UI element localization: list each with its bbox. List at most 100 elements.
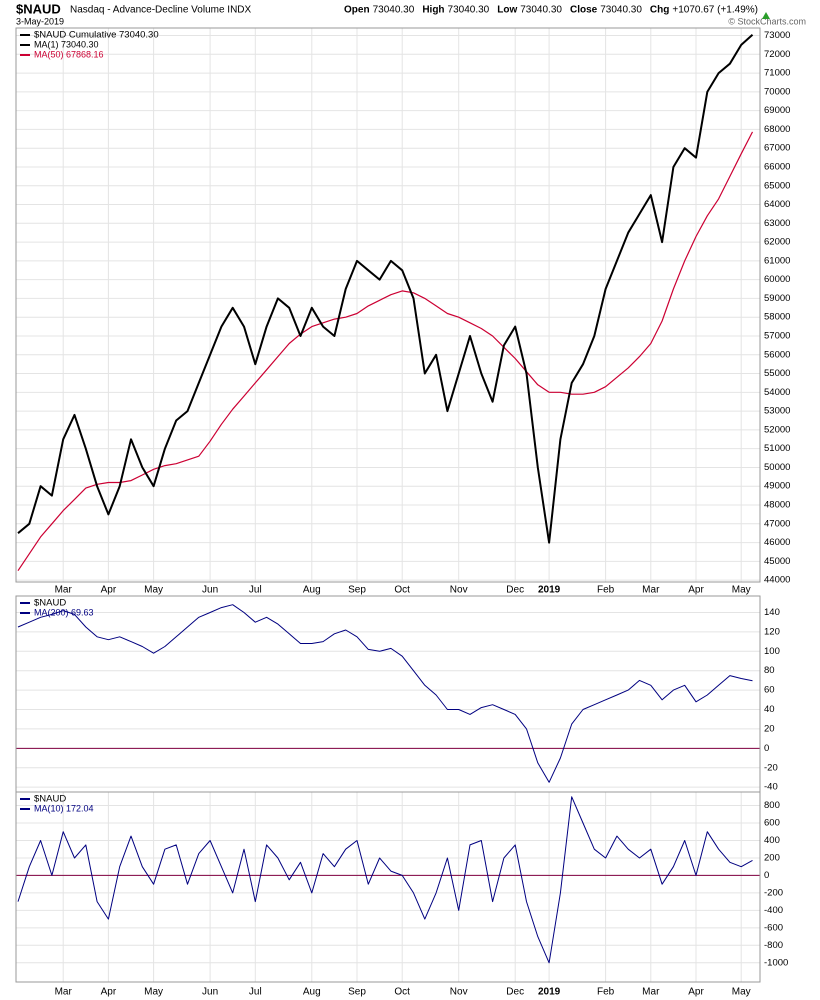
- x-tick-label: May: [732, 987, 751, 998]
- index-name: Nasdaq - Advance-Decline Volume INDX: [70, 5, 252, 16]
- y-tick-label: 20: [764, 723, 775, 734]
- series-line: [17, 796, 753, 964]
- y-tick-label: -20: [764, 762, 778, 773]
- up-arrow: [762, 12, 770, 19]
- series-line: [17, 34, 754, 544]
- quote-value: 73040.30: [600, 5, 642, 16]
- x-tick-label: Oct: [394, 585, 410, 596]
- y-tick-label: -600: [764, 922, 783, 933]
- y-tick-label: 63000: [764, 218, 790, 229]
- y-tick-label: 60: [764, 685, 775, 696]
- x-tick-label: Jul: [249, 987, 262, 998]
- y-tick-label: 80: [764, 665, 775, 676]
- x-tick-label: May: [144, 585, 163, 596]
- y-tick-label: -1000: [764, 957, 788, 968]
- x-tick-label: Feb: [597, 987, 615, 998]
- y-tick-label: 53000: [764, 406, 790, 417]
- y-tick-label: 61000: [764, 255, 790, 266]
- y-tick-label: 57000: [764, 331, 790, 342]
- x-tick-label: Aug: [303, 585, 321, 596]
- y-tick-label: 62000: [764, 237, 790, 248]
- quote-label: High: [422, 5, 444, 16]
- series-line: [17, 131, 754, 572]
- x-tick-label: Sep: [348, 585, 366, 596]
- legend-header: $NAUD Cumulative 73040.30: [34, 30, 159, 41]
- quote-label: Close: [570, 5, 598, 16]
- y-tick-label: 73000: [764, 30, 790, 41]
- legend-header: $NAUD: [34, 598, 66, 609]
- x-tick-label: Nov: [450, 987, 468, 998]
- quote-value: +1070.67 (+1.49%): [672, 5, 758, 16]
- y-tick-label: 400: [764, 835, 780, 846]
- x-tick-label: Jun: [202, 987, 218, 998]
- x-tick-label: Oct: [394, 987, 410, 998]
- y-tick-label: 64000: [764, 199, 790, 210]
- series-line: [17, 604, 753, 783]
- y-tick-label: 69000: [764, 105, 790, 116]
- y-tick-label: 46000: [764, 537, 790, 548]
- y-tick-label: 140: [764, 607, 780, 618]
- y-tick-label: 72000: [764, 49, 790, 60]
- x-tick-label: May: [144, 987, 163, 998]
- legend-header: $NAUD: [34, 794, 66, 805]
- y-tick-label: 55000: [764, 368, 790, 379]
- y-tick-label: 66000: [764, 161, 790, 172]
- x-tick-label: Feb: [597, 585, 615, 596]
- quote-label: Chg: [650, 5, 669, 16]
- y-tick-label: 54000: [764, 387, 790, 398]
- x-tick-label: Jun: [202, 585, 218, 596]
- quote-value: 73040.30: [520, 5, 562, 16]
- y-tick-label: 58000: [764, 312, 790, 323]
- y-tick-label: 52000: [764, 424, 790, 435]
- y-tick-label: 51000: [764, 443, 790, 454]
- y-tick-label: 45000: [764, 556, 790, 567]
- y-tick-label: 100: [764, 646, 780, 657]
- y-tick-label: -200: [764, 887, 783, 898]
- y-tick-label: 67000: [764, 143, 790, 154]
- y-tick-label: -40: [764, 782, 778, 793]
- y-tick-label: 120: [764, 626, 780, 637]
- y-tick-label: 200: [764, 852, 780, 863]
- y-tick-label: 68000: [764, 124, 790, 135]
- y-tick-label: 0: [764, 870, 769, 881]
- x-tick-label: 2019: [538, 585, 561, 596]
- x-tick-label: Mar: [55, 987, 73, 998]
- panel-frame: [15, 27, 761, 583]
- symbol: $NAUD: [16, 1, 61, 16]
- y-tick-label: 600: [764, 818, 780, 829]
- x-tick-label: Jul: [249, 585, 262, 596]
- quote-label: Open: [344, 5, 370, 16]
- legend-entry: MA(50) 67868.16: [34, 49, 104, 59]
- x-tick-label: Dec: [506, 585, 524, 596]
- quote: +1070.67 (+1.49%)Chg73040.30Close73040.3…: [344, 5, 758, 16]
- x-tick-label: Aug: [303, 987, 321, 998]
- x-tick-label: Sep: [348, 987, 366, 998]
- x-tick-label: Dec: [506, 987, 524, 998]
- y-tick-label: 60000: [764, 274, 790, 285]
- x-tick-label: Mar: [642, 987, 660, 998]
- legend-entry: MA(10) 172.04: [34, 803, 94, 813]
- y-tick-label: 0: [764, 743, 769, 754]
- x-tick-label: Mar: [642, 585, 660, 596]
- panel-frame: [15, 791, 761, 983]
- y-tick-label: 71000: [764, 68, 790, 79]
- y-tick-label: 47000: [764, 518, 790, 529]
- y-tick-label: 40: [764, 704, 775, 715]
- date: 3-May-2019: [16, 16, 64, 26]
- x-tick-label: Apr: [688, 987, 704, 998]
- y-tick-label: 56000: [764, 349, 790, 360]
- credit: © StockCharts.com: [728, 16, 806, 26]
- legend-entry: MA(1) 73040.30: [34, 39, 99, 49]
- y-tick-label: 44000: [764, 575, 790, 586]
- y-tick-label: 50000: [764, 462, 790, 473]
- x-tick-label: Mar: [55, 585, 73, 596]
- y-tick-label: -400: [764, 905, 783, 916]
- panel-frame: [15, 595, 761, 793]
- y-tick-label: -800: [764, 940, 783, 951]
- y-tick-label: 48000: [764, 500, 790, 511]
- y-tick-label: 70000: [764, 86, 790, 97]
- x-tick-label: 2019: [538, 987, 561, 998]
- y-tick-label: 800: [764, 800, 780, 811]
- quote-label: Low: [497, 5, 517, 16]
